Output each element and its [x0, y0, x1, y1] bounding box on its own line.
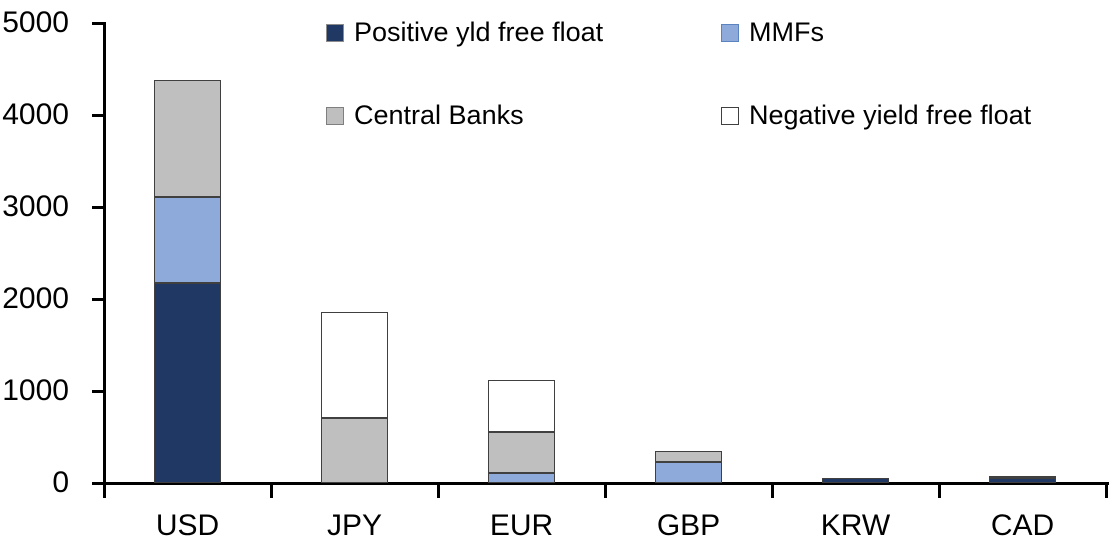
y-axis-tick: [92, 21, 103, 25]
bar-gbp-mmfs: [655, 461, 722, 483]
chart-legend: Positive yld free float MMFs Central Banks…: [326, 17, 1032, 131]
x-axis-label-cad: CAD: [990, 509, 1055, 542]
legend-item-positive-yld-free-float: Positive yld free float: [326, 17, 721, 48]
legend-swatch-mmfs: [721, 23, 739, 42]
x-axis-label-eur: EUR: [489, 509, 554, 542]
bar-jpy-central-banks: [321, 417, 388, 483]
x-axis-tick: [603, 484, 607, 498]
x-axis-tick: [436, 484, 440, 498]
x-axis-tick: [937, 484, 941, 498]
x-axis-tick: [269, 484, 273, 498]
x-axis-label-gbp: GBP: [656, 509, 721, 542]
y-axis-label: 3000: [2, 190, 69, 223]
legend-item-negative-yield-free-float: Negative yield free float: [721, 99, 1032, 131]
bar-gbp-central-banks: [655, 450, 722, 462]
y-axis-label: 5000: [2, 6, 69, 39]
x-axis-label-usd: USD: [155, 509, 220, 542]
x-axis-label-jpy: JPY: [326, 509, 383, 542]
legend-swatch-central-banks: [326, 106, 344, 125]
legend-label-central-banks: Central Banks: [354, 99, 524, 130]
y-axis-tick: [92, 205, 103, 209]
legend-label-mmfs: MMFs: [749, 17, 824, 47]
y-axis-label: 2000: [2, 282, 69, 315]
legend-label-positive-yld-free-float: Positive yld free float: [354, 17, 604, 47]
bar-usd-mmfs: [154, 197, 221, 284]
bar-eur-mmfs: [488, 472, 555, 483]
bar-cad-central-banks: [989, 475, 1056, 479]
y-axis-tick: [92, 113, 103, 117]
y-axis-label: 4000: [2, 98, 69, 131]
legend-swatch-positive-yld-free-float: [326, 23, 344, 42]
y-axis-label: 0: [52, 466, 69, 499]
y-axis-tick: [92, 389, 103, 393]
bar-eur-central-banks: [488, 432, 555, 473]
y-axis-tick: [92, 297, 103, 301]
x-axis-tick: [1104, 484, 1108, 498]
bar-eur-negative-yield-free-float: [488, 380, 555, 433]
legend-item-mmfs: MMFs: [721, 17, 1031, 48]
bar-usd-positive-yld-free-float: [154, 283, 221, 483]
legend-swatch-negative-yield-free-float: [721, 106, 739, 125]
x-axis-tick: [770, 484, 774, 498]
x-axis-label-krw: KRW: [820, 509, 891, 542]
x-axis-tick: [102, 484, 106, 498]
bar-usd-central-banks: [154, 79, 221, 198]
bar-cad-positive-yld-free-float: [989, 478, 1056, 483]
y-axis-tick: [92, 481, 103, 485]
bar-krw-positive-yld-free-float: [822, 477, 889, 483]
legend-label-negative-yield-free-float: Negative yield free float: [749, 99, 1032, 130]
bar-jpy-negative-yield-free-float: [321, 311, 388, 418]
y-axis-label: 1000: [2, 374, 69, 407]
x-axis-line: [103, 481, 1109, 485]
legend-item-central-banks: Central Banks: [326, 99, 721, 131]
y-axis-line: [103, 21, 106, 485]
